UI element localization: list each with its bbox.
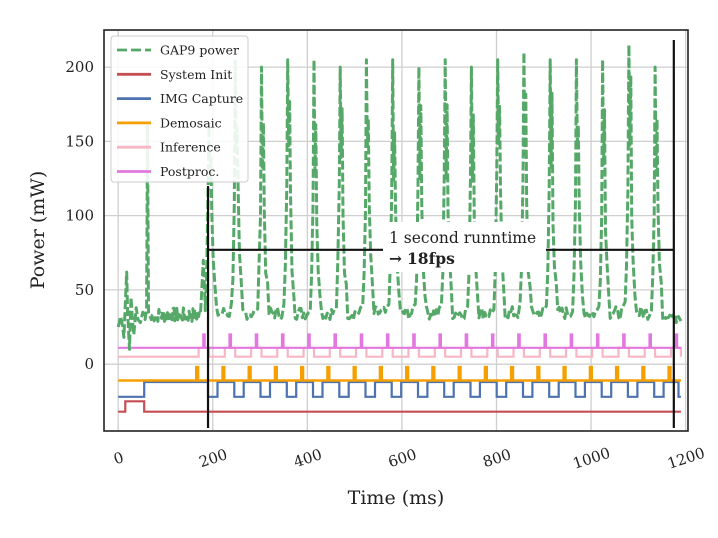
x-tick-label: 600 <box>386 445 419 471</box>
x-tick-label: 200 <box>197 445 230 471</box>
legend-label: System Init <box>160 67 232 82</box>
y-tick-label: 150 <box>65 132 94 150</box>
x-tick-label: 800 <box>481 445 514 471</box>
legend: GAP9 power System Init IMG Capture Demosaic… <box>110 35 249 183</box>
x-axis-label: Time (ms) <box>348 487 445 509</box>
plot-frame <box>103 29 689 432</box>
annotation-line1: 1 second runntime <box>389 229 536 247</box>
series-demosaic <box>118 365 681 382</box>
y-tick-label: 100 <box>65 207 94 225</box>
annotation-box <box>383 222 546 272</box>
x-tick-label: 1000 <box>571 444 613 473</box>
legend-label: Inference <box>160 140 221 155</box>
y-axis-label: Power (mW) <box>27 171 49 289</box>
annotation: 1 second runntime → 18fps <box>206 40 675 428</box>
annotation-arrow: → <box>389 249 402 268</box>
annotation-line2: 18fps <box>407 249 455 268</box>
x-tick-label: 1200 <box>665 444 707 473</box>
legend-label: Demosaic <box>160 115 222 130</box>
series-postproc <box>118 333 681 349</box>
x-tick-label: 0 <box>111 448 126 468</box>
y-ticks: 0 50 100 150 200 <box>65 58 94 373</box>
legend-label: GAP9 power <box>160 43 239 58</box>
x-ticks: 0 200 400 600 800 1000 1200 <box>111 444 707 473</box>
x-tick-label: 400 <box>291 445 324 471</box>
legend-box <box>110 35 249 183</box>
series-system-init <box>118 400 681 413</box>
y-tick-label: 50 <box>75 281 94 299</box>
series-img-capture <box>118 380 681 398</box>
legend-label: Postproc. <box>160 164 219 179</box>
legend-label: IMG Capture <box>160 91 243 106</box>
y-tick-label: 200 <box>65 58 94 76</box>
y-tick-label: 0 <box>84 355 94 373</box>
